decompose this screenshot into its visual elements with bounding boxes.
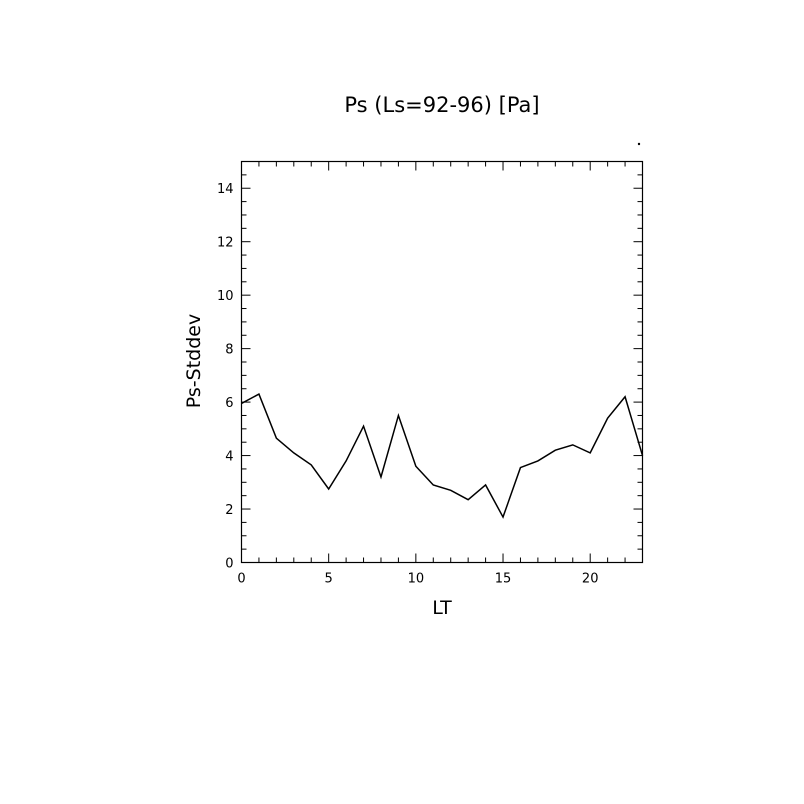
y-tick-label: 0 [225, 557, 233, 572]
corner-dot [637, 142, 641, 146]
x-tick-label: 10 [408, 572, 425, 587]
x-tick-label: 15 [495, 572, 512, 587]
y-tick-label: 12 [217, 236, 234, 251]
y-tick-label: 14 [217, 182, 234, 197]
series-group [241, 393, 644, 519]
chart-title: Ps (Ls=92-96) [Pa] [344, 93, 539, 117]
ticks: 0 5 10 15 20 0 2 4 6 8 10 12 14 [217, 161, 643, 587]
series-line-0 [241, 393, 644, 519]
y-tick-label: 2 [225, 503, 233, 518]
y-tick-label: 10 [217, 289, 234, 304]
y-tick-label: 6 [225, 396, 233, 411]
x-tick-label: 20 [582, 572, 599, 587]
x-tick-label: 5 [325, 572, 333, 587]
x-tick-label: 0 [237, 572, 245, 587]
y-axis-label: Ps-Stddev [183, 314, 205, 408]
y-tick-label: 8 [225, 343, 233, 358]
y-tick-label: 4 [225, 450, 233, 465]
plot-frame [240, 160, 644, 564]
x-axis-label: LT [432, 597, 452, 619]
